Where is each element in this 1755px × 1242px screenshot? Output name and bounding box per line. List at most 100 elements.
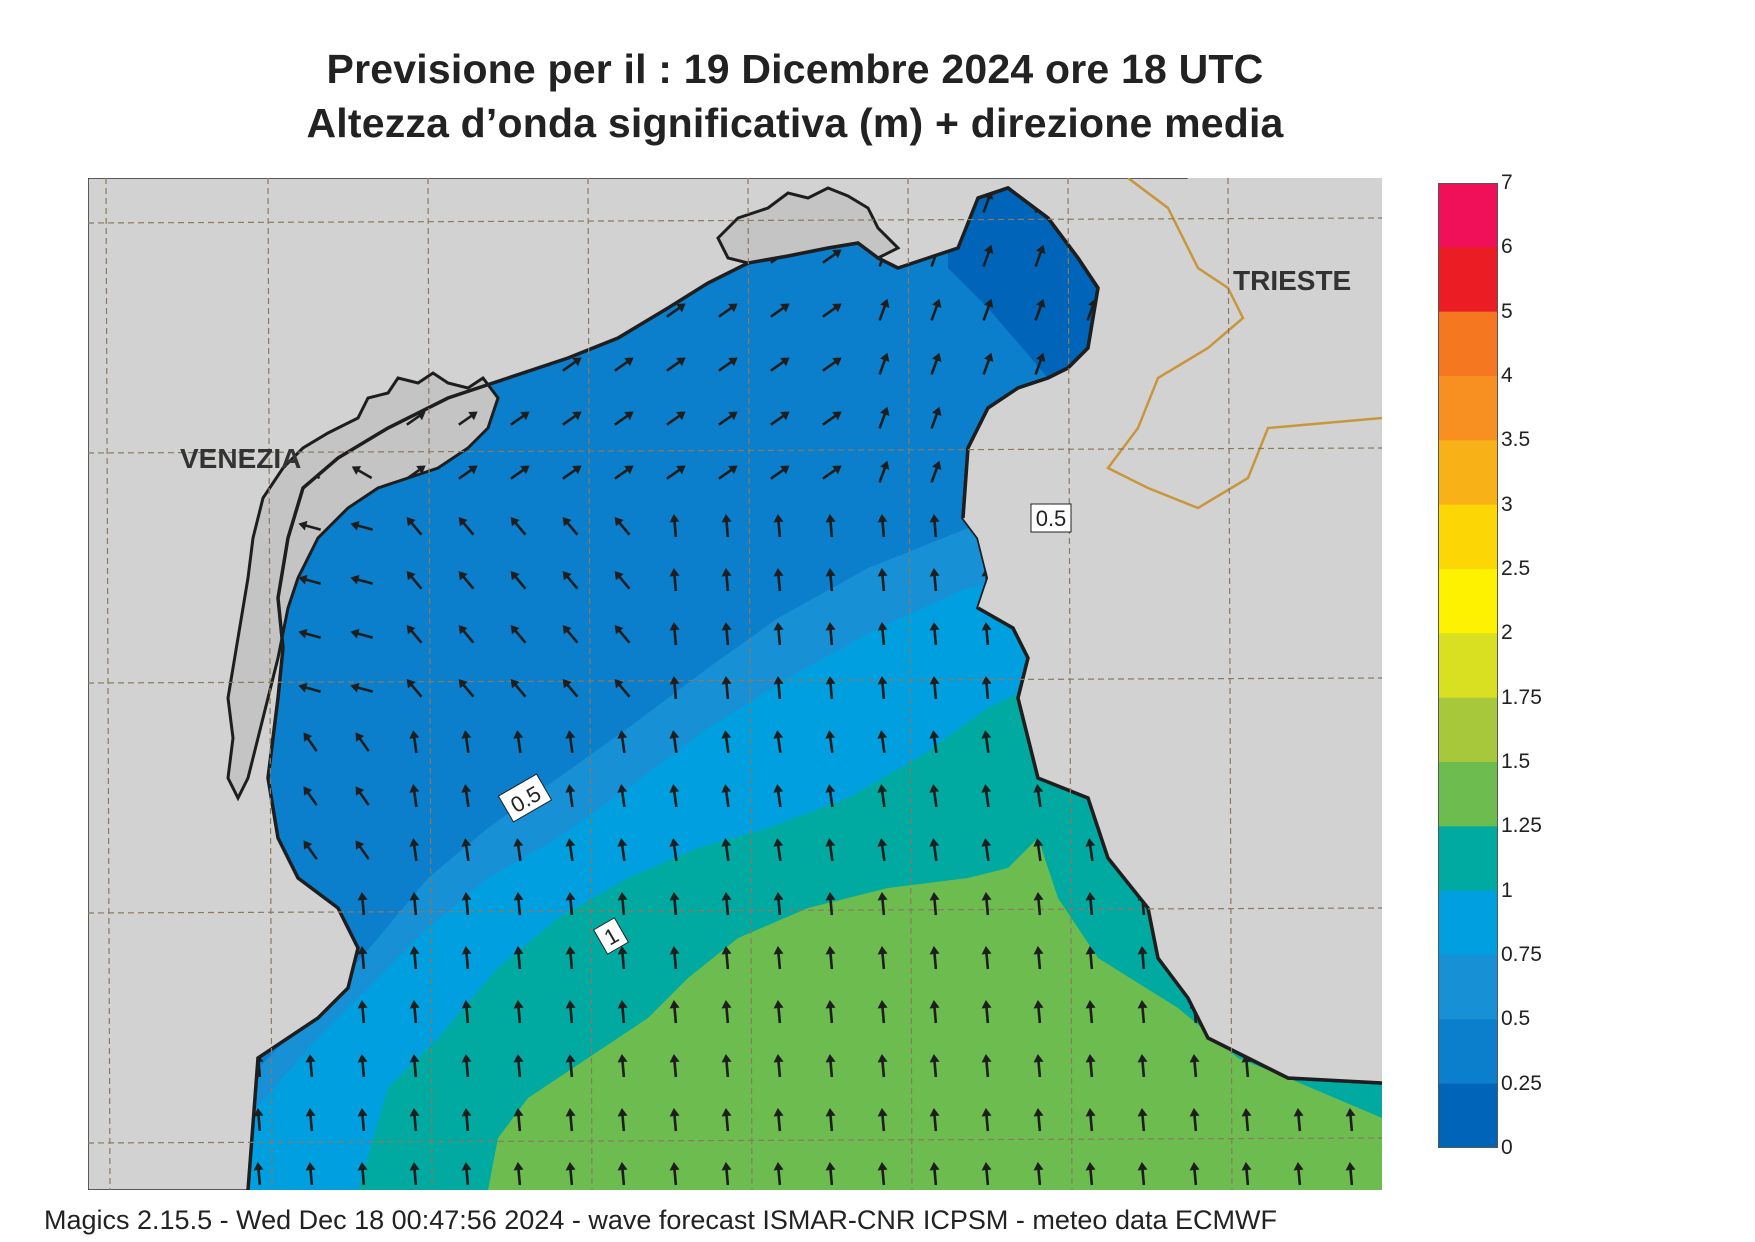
direction-arrow	[617, 730, 628, 754]
direction-arrow	[982, 352, 994, 375]
direction-arrow	[822, 357, 842, 372]
direction-arrow	[981, 1108, 992, 1132]
direction-arrow	[1137, 1000, 1148, 1024]
direction-arrow	[617, 1000, 628, 1024]
direction-arrow	[409, 838, 420, 862]
direction-arrow	[1241, 1108, 1252, 1132]
direction-arrow	[562, 517, 579, 536]
direction-arrow	[617, 946, 628, 970]
direction-arrow	[822, 249, 842, 264]
direction-arrow	[721, 514, 732, 538]
direction-arrow	[1085, 1000, 1096, 1024]
direction-arrow	[1085, 1108, 1096, 1132]
direction-arrow	[721, 676, 732, 700]
direction-arrow	[510, 571, 527, 590]
direction-arrow	[929, 730, 940, 754]
direction-arrow	[773, 1108, 784, 1132]
direction-arrow	[1241, 1054, 1252, 1078]
direction-arrow	[721, 946, 732, 970]
city-label-trieste: TRIESTE	[1233, 265, 1351, 296]
direction-arrow	[822, 303, 842, 318]
graticule	[88, 178, 1382, 1190]
direction-arrow	[461, 892, 472, 916]
direction-arrow	[513, 838, 524, 862]
direction-arrow	[458, 517, 475, 536]
direction-arrow	[877, 1162, 888, 1186]
direction-arrow	[878, 406, 890, 429]
direction-arrow	[303, 786, 318, 806]
direction-arrow	[773, 1000, 784, 1024]
direction-arrow	[981, 838, 992, 862]
direction-arrow	[1085, 1054, 1096, 1078]
footer-credits: Magics 2.15.5 - Wed Dec 18 00:47:56 2024…	[44, 1205, 1277, 1235]
direction-arrow	[253, 1162, 264, 1186]
direction-arrow	[929, 892, 940, 916]
colorbar-level-label: 0.25	[1501, 1071, 1542, 1095]
direction-arrow	[562, 357, 582, 372]
direction-arrow	[461, 730, 472, 754]
direction-arrow	[617, 892, 628, 916]
direction-arrow	[510, 517, 527, 536]
direction-arrow	[617, 1162, 628, 1186]
direction-arrow	[614, 357, 634, 372]
direction-arrow	[878, 352, 890, 375]
istria-coast	[977, 606, 1382, 1085]
colorbar-band	[1438, 183, 1498, 248]
direction-arrow	[669, 892, 680, 916]
direction-arrow	[1033, 1054, 1044, 1078]
direction-arrow	[1293, 1162, 1304, 1186]
direction-arrow	[357, 1000, 368, 1024]
direction-arrow	[513, 1162, 524, 1186]
direction-arrow	[930, 298, 942, 321]
direction-arrow	[666, 303, 686, 318]
direction-arrow	[666, 465, 686, 480]
direction-arrow	[513, 892, 524, 916]
direction-arrow	[929, 1162, 940, 1186]
contour-label-1: 1	[592, 917, 630, 955]
direction-arrow	[461, 1162, 472, 1186]
direction-arrow	[773, 1162, 784, 1186]
direction-arrow	[565, 1054, 576, 1078]
direction-arrow	[929, 1108, 940, 1132]
direction-arrow	[614, 571, 631, 590]
direction-arrow	[298, 682, 321, 693]
direction-arrow	[409, 946, 420, 970]
direction-arrow	[406, 625, 423, 644]
colorbar-level-label: 3.5	[1501, 428, 1531, 452]
direction-arrow	[1137, 1108, 1148, 1132]
direction-arrow	[1137, 1054, 1148, 1078]
direction-arrow	[409, 1108, 420, 1132]
direction-arrow	[298, 628, 321, 639]
direction-arrow	[773, 676, 784, 700]
direction-arrow	[1033, 784, 1044, 808]
direction-arrow	[357, 1162, 368, 1186]
direction-arrow	[669, 568, 680, 592]
direction-arrow	[355, 786, 370, 806]
direction-arrow	[617, 838, 628, 862]
direction-arrow	[458, 679, 475, 698]
direction-arrow	[721, 1108, 732, 1132]
direction-arrow	[718, 465, 738, 480]
direction-arrow	[721, 784, 732, 808]
national-border	[1106, 178, 1382, 510]
colorbar-band	[1438, 697, 1498, 763]
direction-arrow	[982, 244, 994, 267]
direction-arrow	[513, 1108, 524, 1132]
direction-arrow	[773, 622, 784, 646]
direction-arrow	[718, 303, 738, 318]
direction-arrow	[930, 460, 942, 483]
direction-arrow	[773, 730, 784, 754]
direction-arrow	[513, 1000, 524, 1024]
direction-arrow	[298, 574, 321, 585]
direction-arrow	[355, 732, 370, 752]
direction-arrow	[773, 1054, 784, 1078]
direction-arrow	[929, 784, 940, 808]
colorbar-level-label: 0	[1501, 1136, 1513, 1159]
direction-arrow	[565, 892, 576, 916]
city-label-venezia: VENEZIA	[180, 443, 301, 474]
direction-arrow	[773, 838, 784, 862]
direction-arrow	[721, 1054, 732, 1078]
direction-arrow	[929, 1054, 940, 1078]
direction-arrow	[669, 1108, 680, 1132]
direction-arrow	[669, 784, 680, 808]
